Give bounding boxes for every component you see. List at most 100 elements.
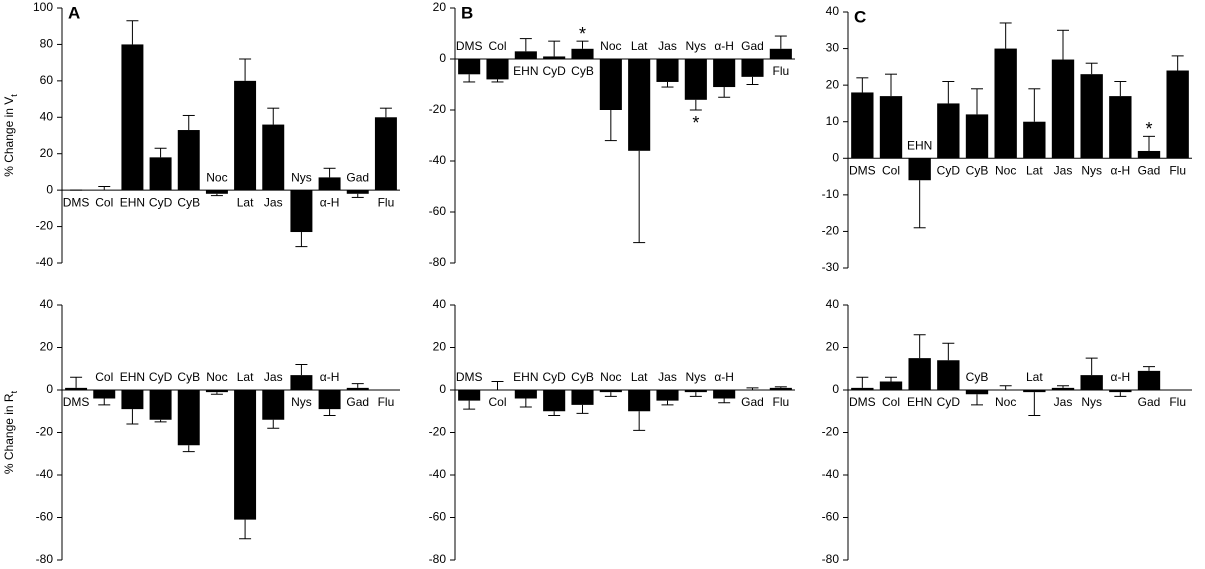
category-label: Col [95,370,113,384]
y-tick-label: -10 [822,187,840,201]
bar [965,114,989,159]
bar [290,375,313,390]
y-axis-label: % Change in Rt [2,390,19,474]
category-label: CyB [966,370,989,384]
category-label: Flu [772,64,789,78]
bar [741,59,764,77]
y-tick-label: 40 [40,297,54,311]
significance-star: * [579,24,586,44]
category-label: Noc [600,39,621,53]
y-tick-label: -40 [429,153,447,167]
category-label: α-H [1111,370,1131,384]
bar [1023,121,1046,159]
bar [769,387,792,390]
bar [599,59,622,110]
bar [1051,59,1075,159]
bar [458,390,481,401]
y-tick-label: 20 [433,340,447,354]
bar [628,59,651,151]
category-label: Nys [685,39,706,53]
y-tick-label: 0 [439,382,446,396]
bar [1080,74,1103,159]
y-tick-label: -40 [822,467,840,481]
y-tick-label: -20 [36,219,54,233]
category-label: CyB [571,370,594,384]
category-label: Nys [291,395,312,409]
category-label: Col [488,39,506,53]
category-label: CyD [542,370,566,384]
bar [121,390,144,410]
category-label: Jas [264,195,283,209]
y-tick-label: 20 [40,146,54,160]
significance-star: * [692,113,699,133]
bar [543,390,566,412]
bar [262,390,285,420]
category-label: Lat [631,370,648,384]
y-tick-label: 40 [40,109,54,123]
category-label: DMS [63,195,90,209]
category-label: Gad [346,170,369,184]
bar [290,190,313,233]
bar [177,390,200,446]
y-tick-label: -60 [36,510,54,524]
bar [177,130,200,191]
y-tick-label: -40 [36,467,54,481]
category-label: DMS [849,395,876,409]
bar [262,124,285,191]
category-label: α-H [714,39,734,53]
bar [543,56,566,59]
category-label: α-H [320,195,340,209]
y-axis-label-main: % Change in V [2,97,16,177]
y-tick-label: -20 [822,224,840,238]
y-tick-label: -40 [429,467,447,481]
y-tick-label: -60 [822,510,840,524]
y-tick-label: 20 [433,0,447,14]
y-tick-label: -20 [822,425,840,439]
bar [234,80,257,191]
category-label: Flu [378,195,395,209]
category-label: Nys [291,170,312,184]
category-label: Col [882,163,900,177]
category-label: Jas [658,370,677,384]
bar [374,117,397,191]
category-label: Col [95,195,113,209]
category-label: CyB [571,64,594,78]
y-tick-label: 40 [826,297,840,311]
category-label: DMS [456,370,483,384]
y-tick-label: -80 [429,552,447,566]
bar [346,387,369,390]
category-label: CyB [177,195,200,209]
bar [908,158,931,181]
y-tick-label: 10 [826,114,840,128]
bar [346,190,369,194]
category-label: Nys [685,370,706,384]
bar [318,177,341,191]
panel-label: A [68,3,80,22]
bar [486,59,509,80]
category-label: Lat [237,195,254,209]
y-tick-label: -20 [429,425,447,439]
bar [1080,375,1103,390]
bar [713,59,736,88]
bar [851,387,874,390]
category-label: Jas [658,39,677,53]
y-axis-label-sub: t [9,390,19,393]
category-label: EHN [120,195,145,209]
y-tick-label: -80 [429,255,447,269]
bar [879,381,903,390]
category-label: DMS [63,395,90,409]
bar [571,390,594,405]
bar [937,360,960,390]
category-label: Noc [995,395,1016,409]
y-tick-label: 0 [832,382,839,396]
y-tick-label: 30 [826,41,840,55]
category-label: α-H [320,370,340,384]
category-label: α-H [1111,163,1131,177]
bar [769,48,792,59]
panel-label: B [461,3,473,22]
category-label: Lat [237,370,254,384]
category-label: Lat [1026,370,1043,384]
y-tick-label: -30 [822,260,840,274]
bar [514,390,537,399]
category-label: Gad [346,395,369,409]
